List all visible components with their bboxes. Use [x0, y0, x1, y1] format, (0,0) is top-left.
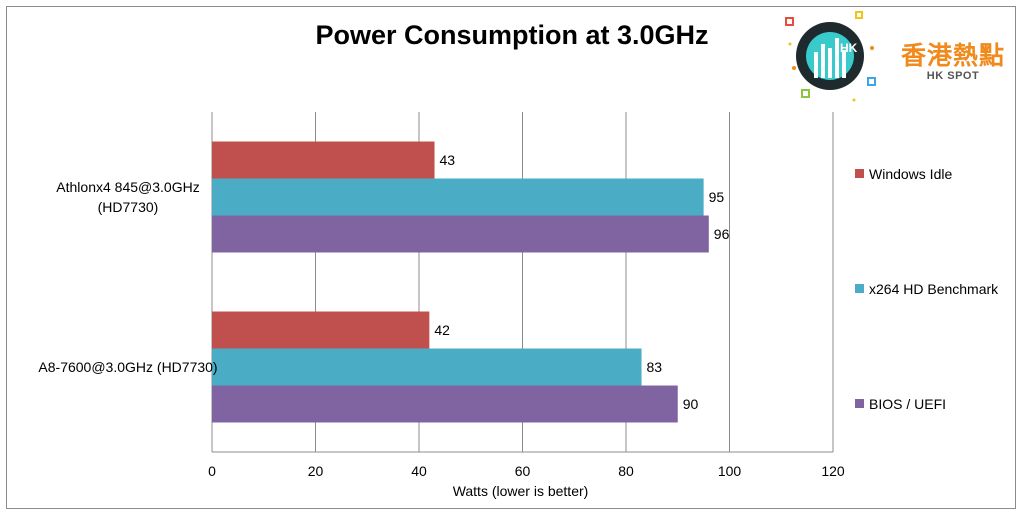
bar [212, 385, 678, 423]
data-label: 43 [440, 152, 456, 168]
x-tick-label: 0 [208, 463, 216, 479]
legend-label: Windows Idle [869, 166, 952, 182]
hk-spot-logo: HK [780, 8, 890, 108]
category-label: (HD7730) [98, 199, 159, 215]
logo-name-cn: 香港熱點 [900, 41, 1005, 70]
category-label: A8-7600@3.0GHz (HD7730) [38, 359, 217, 375]
category-label: Athlonx4 845@3.0GHz [56, 179, 199, 195]
chart-frame [6, 6, 1016, 509]
data-label: 83 [647, 359, 663, 375]
chart-title: Power Consumption at 3.0GHz [0, 20, 1024, 51]
bar [212, 178, 704, 216]
x-axis-label: Watts (lower is better) [453, 483, 589, 499]
x-tick-label: 40 [411, 463, 427, 479]
logo-badge-text: HK [840, 41, 858, 55]
legend-swatch [855, 169, 864, 178]
legend-swatch [855, 284, 864, 293]
x-tick-label: 120 [821, 463, 845, 479]
legend-swatch [855, 399, 864, 408]
data-label: 95 [709, 189, 725, 205]
logo-name-en: HK SPOT [926, 70, 980, 82]
x-tick-label: 80 [618, 463, 634, 479]
bar [212, 348, 642, 386]
x-tick-label: 100 [718, 463, 742, 479]
chart-title-text: Power Consumption at 3.0GHz [315, 20, 709, 50]
bar [212, 141, 435, 179]
legend-label: x264 HD Benchmark [869, 281, 999, 297]
data-label: 96 [714, 226, 730, 242]
data-label: 42 [434, 322, 450, 338]
legend-label: BIOS / UEFI [869, 396, 946, 412]
data-label: 90 [683, 396, 699, 412]
bar [212, 215, 709, 253]
logo-text: 香港熱點 HK SPOT [898, 36, 1008, 82]
x-tick-label: 20 [308, 463, 324, 479]
bar [212, 311, 430, 349]
x-tick-label: 60 [515, 463, 531, 479]
